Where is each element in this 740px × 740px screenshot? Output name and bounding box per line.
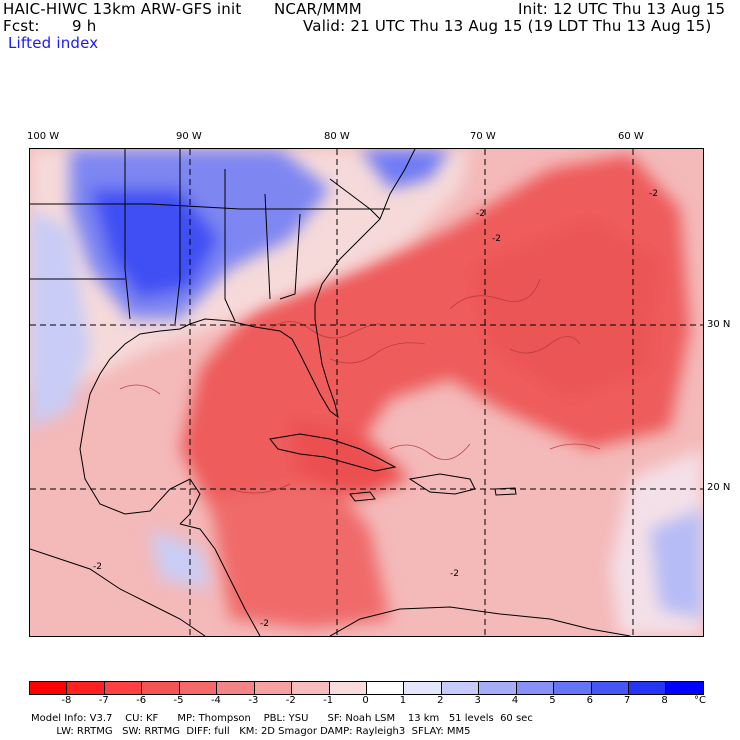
graticule bbox=[30, 149, 703, 636]
color-scale-tick-label: 4 bbox=[511, 695, 519, 706]
color-scale-segment bbox=[365, 682, 404, 694]
organization: NCAR/MMM bbox=[274, 0, 362, 18]
lat-label-20n: 20 N bbox=[707, 482, 731, 493]
color-scale-tick-label: 3 bbox=[474, 695, 481, 706]
contour-label: -2 bbox=[450, 569, 459, 579]
forecast-label: Fcst: bbox=[3, 17, 40, 35]
color-scale-segment bbox=[30, 682, 67, 694]
color-scale-tick-label: -7 bbox=[98, 695, 109, 706]
color-scale-segment bbox=[403, 682, 441, 694]
lon-label-80w: 80 W bbox=[324, 131, 350, 142]
color-scale-segment bbox=[665, 682, 703, 694]
field-name: Lifted index bbox=[8, 34, 99, 52]
color-scale-tick-label: -4 bbox=[210, 695, 221, 706]
coastlines bbox=[30, 149, 631, 636]
color-scale-segment bbox=[440, 682, 479, 694]
color-scale-tick-label: -2 bbox=[285, 695, 296, 706]
stable-area bbox=[30, 149, 703, 619]
forecast-hour: 9 h bbox=[72, 17, 97, 35]
contour-blobs bbox=[119, 278, 601, 494]
init-time: Init: 12 UTC Thu 13 Aug 15 bbox=[518, 0, 726, 18]
model-info-line1: Model Info: V3.7 CU: KF MP: Thompson PBL… bbox=[31, 713, 533, 724]
color-scale-unit: °C bbox=[694, 695, 706, 706]
color-scale-tick-label: -3 bbox=[248, 695, 259, 706]
color-scale-tick-label: -6 bbox=[136, 695, 147, 706]
color-scale-tick-label: 2 bbox=[437, 695, 444, 706]
lon-label-100w: 100 W bbox=[27, 131, 60, 142]
contour-label: -2 bbox=[476, 209, 485, 219]
color-scale-tick-label: 0 bbox=[362, 695, 369, 706]
color-scale-segment bbox=[253, 682, 292, 694]
color-scale-tick-label: 5 bbox=[549, 695, 556, 706]
model-title: HAIC-HIWC 13km ARW-GFS init bbox=[3, 0, 242, 18]
map-canvas bbox=[30, 149, 703, 636]
color-scale-tick-label: 1 bbox=[399, 695, 407, 706]
color-scale-segment bbox=[515, 682, 554, 694]
color-scale-segment bbox=[291, 682, 329, 694]
color-scale-tick-label: 8 bbox=[661, 695, 668, 706]
lifted-index-map[interactable]: -2 -2 -2 -2 -2 -2 bbox=[29, 148, 704, 637]
color-scale-segment bbox=[66, 682, 104, 694]
lon-label-70w: 70 W bbox=[470, 131, 496, 142]
color-scale-segment bbox=[178, 682, 217, 694]
color-scale-segment bbox=[328, 682, 366, 694]
contour-label: -2 bbox=[492, 234, 501, 244]
color-scale-segment bbox=[590, 682, 628, 694]
strong-instability-area bbox=[180, 154, 690, 629]
contour-label: -2 bbox=[260, 619, 269, 629]
color-scale-tick-label: 6 bbox=[586, 695, 594, 706]
lat-label-30n: 30 N bbox=[707, 319, 731, 330]
color-scale-segment bbox=[216, 682, 254, 694]
color-scale-segment bbox=[478, 682, 516, 694]
color-scale-segment bbox=[553, 682, 591, 694]
contour-label: -2 bbox=[93, 562, 102, 572]
color-scale-bar bbox=[29, 681, 704, 695]
valid-time: Valid: 21 UTC Thu 13 Aug 15 (19 LDT Thu … bbox=[303, 17, 712, 35]
color-scale-tick-label: 7 bbox=[624, 695, 631, 706]
color-scale-tick-label: -8 bbox=[61, 695, 72, 706]
contour-label: -2 bbox=[649, 189, 658, 199]
color-scale-tick-label: -1 bbox=[323, 695, 334, 706]
color-scale-segment bbox=[103, 682, 142, 694]
model-info-line2: LW: RRTMG SW: RRTMG DIFF: full KM: 2D Sm… bbox=[31, 726, 471, 737]
color-scale-segment bbox=[141, 682, 179, 694]
lon-label-90w: 90 W bbox=[176, 131, 202, 142]
color-scale-segment bbox=[628, 682, 666, 694]
lon-label-60w: 60 W bbox=[618, 131, 644, 142]
color-scale-tick-label: -5 bbox=[173, 695, 184, 706]
